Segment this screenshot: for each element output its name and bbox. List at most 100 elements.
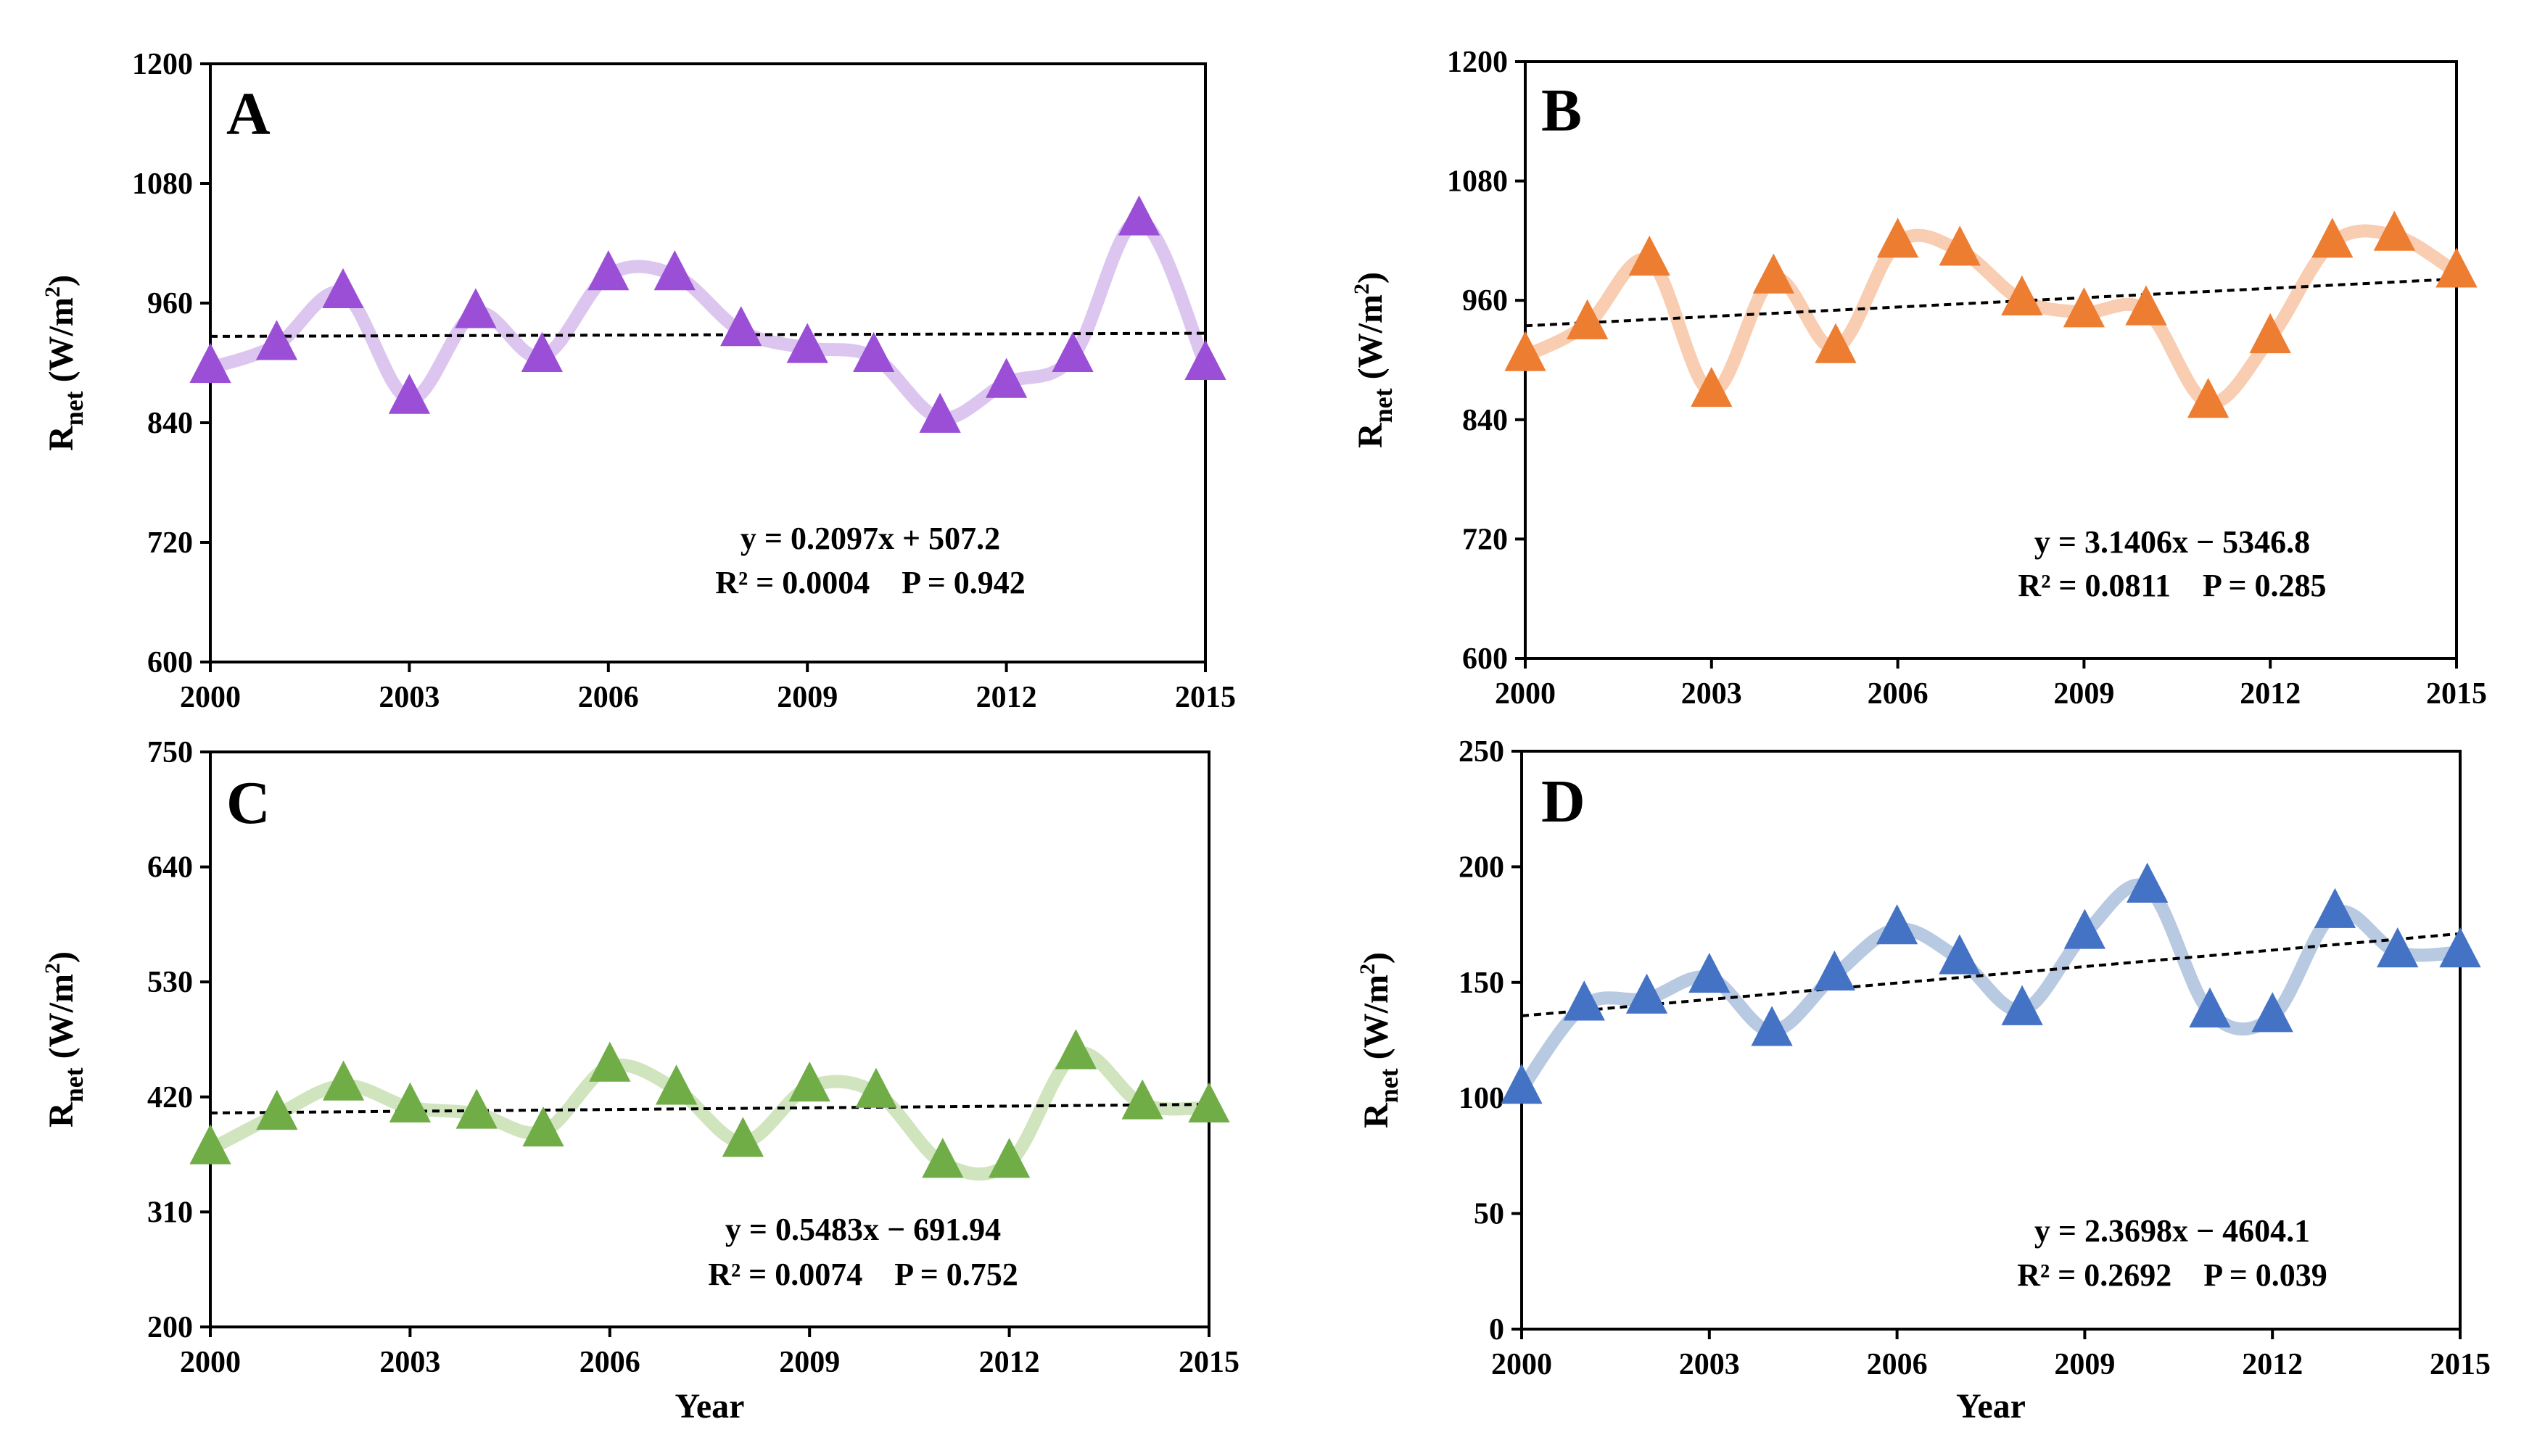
panel-b-letter: B [1541,77,1582,144]
panel-c-point-2012 [988,1138,1031,1178]
panel-d-point-2009 [2063,909,2106,949]
panel-b-point-2001 [1566,299,1609,339]
panel-a-letter: A [226,80,271,148]
panel-d-point-2004 [1751,1006,1793,1046]
panel-b-point-2005 [1815,323,1857,363]
panel-a-point-2005 [521,331,563,373]
panel-c-y-axis-title: Rnet (W/m2) [41,951,88,1128]
panel-d-x-tick-label: 2009 [2054,1348,2115,1381]
panel-d-point-2011 [2189,987,2231,1027]
panel-c-point-2001 [256,1089,298,1130]
panel-d-point-2000 [1501,1064,1543,1104]
panel-a-x-tick-label: 2009 [777,681,838,714]
panel-a-point-2010 [853,331,895,373]
panel-d-point-2003 [1688,953,1731,993]
panel-b-y-tick-label: 840 [1462,404,1508,437]
panel-a-plot-frame [209,62,1207,663]
panel-c-y-tick-label: 640 [147,851,193,885]
panel-b-x-tick-label: 2006 [1868,677,1929,711]
panel-a-y-tick-label: 720 [147,526,193,560]
panel-b-point-2012 [2249,313,2291,354]
panel-d-x-tick-label: 2006 [1867,1348,1928,1381]
panel-d-point-2001 [1563,980,1605,1021]
panel-a-point-2013 [1052,331,1094,373]
panel-a-point-2008 [720,306,762,347]
panel-a-y-tick-label: 1200 [132,48,193,81]
panel-a-x-tick-label: 2015 [1175,681,1236,714]
panel-d-y-tick-label: 50 [1474,1198,1504,1231]
panel-c-stats: R² = 0.0074 P = 0.752 [708,1257,1018,1292]
panel-b-point-2009 [2063,287,2105,328]
panel-a-point-2001 [255,320,298,360]
panel-d-equation: y = 2.3698x − 4604.1 [2034,1213,2310,1249]
panel-b-y-tick-label: 720 [1462,523,1508,556]
panel-d-point-2002 [1625,973,1668,1014]
panel-c-x-tick-label: 2003 [379,1346,440,1379]
panel-d-x-tick-label: 2000 [1491,1348,1552,1381]
panel-d-x-tick-label: 2015 [2430,1348,2491,1381]
panel-d-point-2013 [2314,888,2356,928]
panel-a-y-axis-title: Rnet (W/m2) [41,275,88,451]
panel-c-point-2009 [788,1061,830,1102]
panel-b-point-2011 [2187,378,2230,418]
panel-c: 200 310 420 530 640 750 2000 2003 2006 2009 2012 20… [41,736,1239,1426]
panel-c-equation: y = 0.5483x − 691.94 [725,1212,1001,1247]
panel-a-equation: y = 0.2097x + 507.2 [741,521,1000,556]
panel-d-point-2007 [1939,934,1981,975]
panel-d-y-tick-label: 150 [1459,967,1504,1000]
panel-c-x-tick-label: 2015 [1179,1346,1239,1379]
panel-c-y-tick-label: 420 [147,1081,193,1114]
panel-d-plot-frame [1520,750,2462,1331]
panel-a-point-2015 [1184,339,1226,381]
panel-a-point-2014 [1118,195,1160,236]
panel-b-point-2015 [2435,247,2478,288]
panel-c-point-2006 [589,1041,631,1082]
panel-c-y-tick-label: 530 [147,966,193,999]
panel-c-point-2003 [389,1082,432,1122]
panel-c-letter: C [226,769,271,837]
panel-d-stats: R² = 0.2692 P = 0.039 [2017,1257,2327,1293]
panel-a-x-tick-label: 2003 [379,681,440,714]
panel-a-x-tick-label: 2012 [976,681,1037,714]
panel-b-x-tick-label: 2000 [1495,677,1556,711]
panel-c-plot-frame [209,750,1210,1328]
panel-b-y-tick-label: 1200 [1447,46,1508,79]
panel-b-equation: y = 3.1406x − 5346.8 [2034,524,2310,560]
panel-c-y-tick-label: 200 [147,1311,193,1344]
panel-d-point-2008 [2001,985,2043,1025]
panel-d-y-tick-label: 100 [1459,1082,1504,1115]
panel-d-series-line [1515,878,2467,1096]
panel-d: 0 50 100 150 200 250 2000 2003 2006 2009 2012 2015 R… [1356,735,2491,1426]
panel-b-point-2003 [1691,366,1733,408]
panel-b-y-axis-title: Rnet (W/m2) [1350,272,1398,448]
panel-b-y-tick-label: 1080 [1447,165,1508,199]
panel-b-x-tick-label: 2003 [1681,677,1742,711]
panel-b-x-tick-label: 2012 [2240,677,2301,711]
panel-a-point-2006 [587,250,630,291]
panel-b-y-tick-label: 600 [1462,642,1508,676]
panel-d-point-2005 [1813,950,1855,990]
panel-b-point-2004 [1752,253,1795,294]
panel-c-y-tick-label: 310 [147,1196,193,1229]
panel-b-point-2006 [1876,218,1919,258]
panel-d-point-2014 [2377,927,2419,968]
panel-c-x-tick-label: 2006 [579,1346,640,1379]
panel-c-x-tick-label: 2000 [180,1346,241,1379]
panel-d-point-2006 [1876,904,1918,945]
panel-c-point-2007 [655,1064,698,1105]
panel-b-x-tick-label: 2009 [2053,677,2114,711]
panel-c-x-axis-title: Year [675,1387,745,1426]
panel-c-x-tick-label: 2009 [779,1346,840,1379]
panel-a-stats: R² = 0.0004 P = 0.942 [715,565,1026,600]
panel-a-point-2011 [919,392,961,433]
panel-a-trend-line [210,331,1206,338]
panel-b: 600 720 840 960 1080 1200 2000 2003 2006 2009 2012… [1350,46,2487,711]
panel-c-series-line [204,1046,1216,1181]
panel-d-x-axis-title: Year [1956,1387,2026,1426]
panel-a-y-tick-label: 600 [147,646,193,679]
panel-a-point-2003 [388,373,431,414]
panel-a-point-2000 [189,342,231,384]
panel-d-point-2010 [2127,862,2169,903]
panel-b-point-2013 [2311,218,2354,258]
panel-d-point-2015 [2439,927,2481,968]
